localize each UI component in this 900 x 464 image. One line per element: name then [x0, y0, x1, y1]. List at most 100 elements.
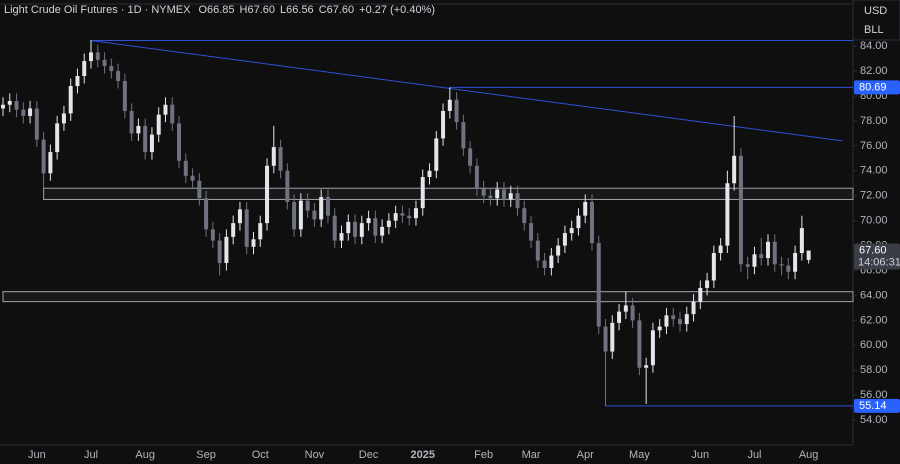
candle-body — [204, 198, 209, 230]
candle-body — [705, 280, 710, 288]
candle-body — [319, 196, 324, 220]
candle-body — [691, 301, 696, 315]
candle-body — [698, 287, 703, 302]
candle-body — [373, 218, 378, 236]
candle-body — [68, 86, 73, 114]
unit-box[interactable] — [852, 0, 900, 41]
candle-body — [400, 213, 405, 216]
unit[interactable]: BLL — [864, 24, 884, 36]
candle-body — [346, 221, 351, 234]
y-tick-label: 74.00 — [860, 165, 888, 177]
candle-body — [265, 165, 270, 224]
y-tick-label: 84.00 — [860, 40, 888, 52]
candle-body — [630, 305, 635, 321]
drawings — [2, 40, 854, 407]
candle-body — [420, 177, 425, 209]
y-tick-label: 72.00 — [860, 190, 888, 202]
candle-body — [529, 223, 534, 241]
candle-body — [596, 243, 601, 327]
candle-body — [752, 254, 757, 267]
candle-body — [224, 236, 229, 264]
candle-body — [427, 170, 432, 178]
candle-body — [325, 196, 330, 216]
candle-body — [556, 245, 561, 256]
candle-body — [766, 241, 771, 259]
candle-body — [298, 200, 303, 230]
candle-body — [515, 193, 520, 209]
candle-body — [793, 253, 798, 272]
candle-body — [549, 255, 554, 269]
currency[interactable]: USD — [864, 5, 887, 17]
y-tick-label: 60.00 — [860, 339, 888, 351]
candle-body — [217, 240, 222, 264]
ohlc-legend: O66.85 H67.60 L66.56 C67.60 +0.27 (+0.40%) — [198, 4, 435, 16]
candle-body — [177, 123, 182, 161]
x-tick-label: Jul — [747, 449, 761, 461]
y-tick-label: 56.00 — [860, 389, 888, 401]
candle-body — [7, 100, 12, 105]
candle-body — [413, 208, 418, 219]
candle-body — [799, 228, 804, 254]
candle-body — [210, 229, 215, 241]
candle-body — [190, 175, 195, 181]
candle-body — [759, 254, 764, 259]
x-tick-label: May — [629, 449, 650, 461]
candle-body — [447, 99, 452, 111]
candle-body — [305, 200, 310, 211]
candle-body — [461, 122, 466, 149]
y-tick-label: 62.00 — [860, 314, 888, 326]
candle-body — [542, 260, 547, 269]
candle-body — [610, 322, 615, 352]
countdown: 14:06:31 — [858, 256, 900, 268]
candle-body — [129, 110, 134, 134]
candle-body — [589, 201, 594, 244]
candle-body — [535, 240, 540, 261]
candle-body — [116, 71, 121, 82]
candle-body — [711, 253, 716, 281]
candle-body — [95, 52, 100, 60]
candle-body — [562, 233, 567, 246]
y-tick-label: 54.00 — [860, 414, 888, 426]
candle-body — [237, 209, 242, 224]
candle-body — [650, 330, 655, 366]
candle-body — [522, 208, 527, 224]
candle-body — [28, 108, 33, 116]
y-tick-label: 82.00 — [860, 65, 888, 77]
x-tick-label: Nov — [305, 449, 325, 461]
candle-body — [231, 223, 236, 237]
chart-title: Light Crude Oil Futures · 1D · NYMEX — [4, 4, 191, 16]
candle-body — [745, 264, 750, 267]
candle-body — [251, 239, 256, 247]
candle-body — [786, 265, 791, 272]
candle-body — [583, 201, 588, 216]
candle-body — [441, 110, 446, 139]
candle-body — [488, 195, 493, 199]
candle-body — [353, 221, 358, 237]
candle-body — [21, 109, 26, 116]
y-tick-label: 76.00 — [860, 140, 888, 152]
candle-body — [671, 315, 676, 320]
candle-body — [41, 139, 46, 174]
x-tick-label: Mar — [522, 449, 541, 461]
candle-body — [644, 365, 649, 368]
candle-body — [143, 125, 148, 153]
candle-body — [468, 148, 473, 166]
x-tick-label: Sep — [196, 449, 216, 461]
price-label-text: 67.60 — [859, 244, 887, 256]
zone — [43, 187, 854, 200]
price-label — [854, 80, 900, 95]
candle-body — [244, 209, 249, 247]
candle-body — [732, 155, 737, 184]
candle-body — [89, 52, 94, 62]
candle-body — [454, 99, 459, 123]
candle-body — [501, 189, 506, 200]
candle-body — [718, 245, 723, 254]
candle-body — [603, 326, 608, 352]
candle-body — [576, 215, 581, 229]
candle-body — [678, 319, 682, 325]
candle-body — [102, 59, 107, 67]
x-tick-label: Jul — [84, 449, 98, 461]
ohlc-value: L66.56 — [280, 4, 314, 16]
candle-body — [481, 188, 486, 196]
